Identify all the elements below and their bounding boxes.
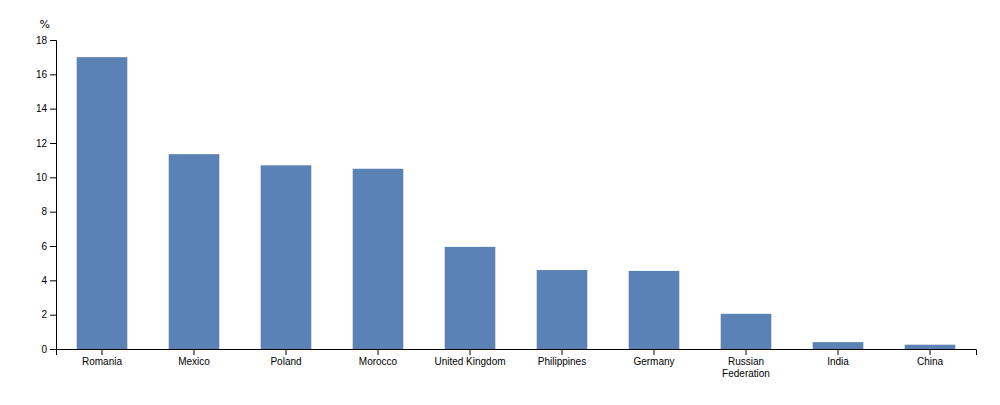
y-tick-mark	[50, 349, 56, 350]
x-tick: Philippines	[538, 349, 586, 367]
plot-area: 0 2 4 6 8 10 12 14 16 18 Romania Mexico Poland Morocc…	[36, 35, 977, 379]
y-tick-label: 18	[36, 35, 48, 46]
y-tick: 4	[41, 275, 56, 286]
x-tick-label: United Kingdom	[434, 356, 505, 367]
x-tick-mark	[654, 349, 655, 355]
bar	[905, 345, 956, 349]
y-tick-label: 14	[36, 103, 48, 114]
x-tick: Mexico	[178, 349, 210, 367]
y-tick-mark	[50, 143, 56, 144]
y-tick-label: 12	[36, 138, 48, 149]
x-tick-label: Romania	[82, 356, 122, 367]
y-tick-mark	[50, 315, 56, 316]
bar	[629, 271, 680, 349]
y-tick: 8	[41, 206, 56, 217]
bar	[813, 342, 864, 349]
bar	[353, 169, 404, 349]
y-tick: 14	[36, 103, 56, 114]
x-tick-label: Poland	[270, 356, 301, 367]
y-tick: 18	[36, 35, 56, 46]
x-tick-label: RussianFederation	[722, 356, 770, 379]
x-axis: Romania Mexico Poland Morocco United Kingdom…	[57, 349, 977, 379]
bar	[77, 57, 128, 349]
x-tick: Morocco	[359, 349, 398, 367]
x-tick-mark	[194, 349, 195, 355]
y-tick: 12	[36, 138, 56, 149]
x-tick-mark	[746, 349, 747, 355]
bar	[169, 154, 220, 349]
y-tick-label: 10	[36, 172, 48, 183]
y-tick-mark	[50, 40, 56, 41]
y-tick-mark	[50, 109, 56, 110]
bars	[77, 57, 956, 349]
x-tick-label: Germany	[633, 356, 674, 367]
bar	[537, 270, 588, 349]
x-tick-mark	[838, 349, 839, 355]
x-tick-label: Mexico	[178, 356, 210, 367]
y-tick-label: 16	[36, 69, 48, 80]
y-tick: 0	[41, 344, 56, 355]
x-tick-mark	[102, 349, 103, 355]
y-tick-mark	[50, 74, 56, 75]
bar	[445, 247, 496, 349]
x-tick-mark	[930, 349, 931, 355]
x-tick-mark	[286, 349, 287, 355]
y-tick-mark	[50, 280, 56, 281]
x-tick: Germany	[633, 349, 674, 367]
bar	[721, 314, 772, 349]
y-tick-label: 2	[41, 309, 47, 320]
y-axis-line	[50, 41, 57, 350]
x-tick: United Kingdom	[434, 349, 505, 367]
y-tick-label: 0	[41, 344, 47, 355]
x-tick: Romania	[82, 349, 122, 367]
x-tick-mark	[470, 349, 471, 355]
bar	[261, 165, 312, 349]
y-tick-mark	[50, 246, 56, 247]
x-tick-mark	[378, 349, 379, 355]
x-tick-label: China	[917, 356, 944, 367]
y-tick: 6	[41, 241, 56, 252]
x-tick-label: India	[827, 356, 849, 367]
x-tick-label: Morocco	[359, 356, 398, 367]
y-axis-label: %	[40, 18, 50, 31]
x-tick: Poland	[270, 349, 301, 367]
y-tick-label: 8	[41, 206, 47, 217]
y-tick-mark	[50, 177, 56, 178]
y-tick-label: 6	[41, 241, 47, 252]
x-tick: India	[827, 349, 849, 367]
y-tick: 10	[36, 172, 56, 183]
x-tick-label: Philippines	[538, 356, 586, 367]
x-tick-mark	[562, 349, 563, 355]
y-tick: 16	[36, 69, 56, 80]
x-axis-line	[57, 350, 977, 356]
chart: 0 2 4 6 8 10 12 14 16 18 Romania Mexico Poland Morocc…	[0, 0, 1000, 405]
y-tick-mark	[50, 212, 56, 213]
y-tick-label: 4	[41, 275, 47, 286]
x-tick: China	[917, 349, 944, 367]
y-axis: 0 2 4 6 8 10 12 14 16 18	[36, 35, 57, 355]
x-tick: RussianFederation	[722, 349, 770, 379]
y-tick: 2	[41, 309, 56, 320]
